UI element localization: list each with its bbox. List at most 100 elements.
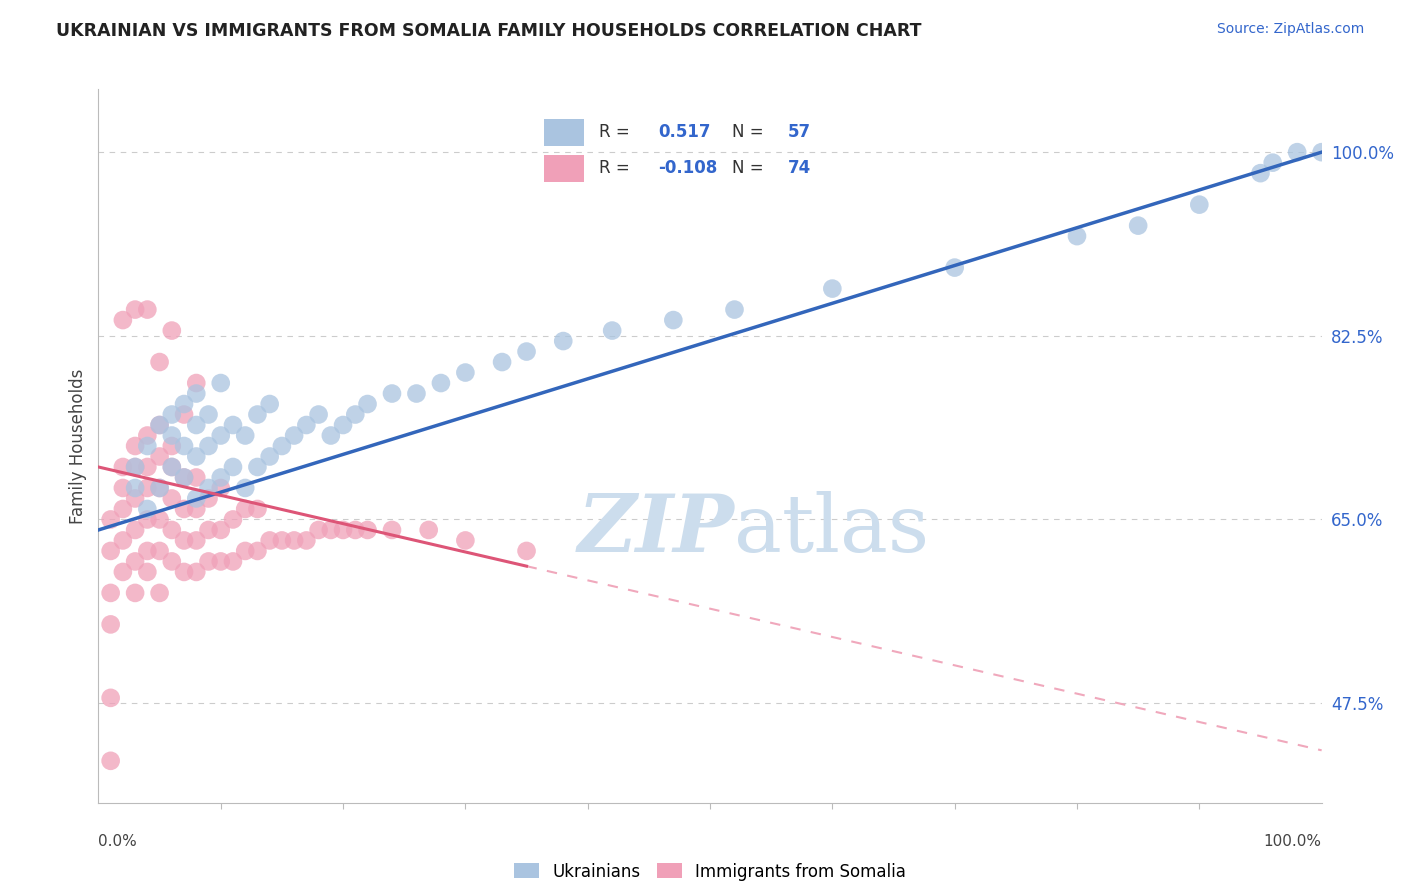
Point (149, 417, 172, 432)
Point (381, 523, 404, 537)
Point (209, 470, 232, 484)
Point (209, 523, 232, 537)
Point (186, 565, 208, 579)
Point (430, 376, 453, 390)
Point (160, 491, 183, 506)
Point (1310, 145, 1333, 160)
Point (662, 313, 685, 327)
Point (209, 376, 232, 390)
Point (173, 533, 195, 548)
Point (233, 502, 256, 516)
Point (124, 554, 146, 568)
Point (246, 544, 269, 558)
Point (136, 565, 159, 579)
Point (173, 565, 195, 579)
Legend: Ukrainians, Immigrants from Somalia: Ukrainians, Immigrants from Somalia (508, 856, 912, 888)
Text: -0.108: -0.108 (658, 159, 717, 177)
Y-axis label: Family Households: Family Households (69, 368, 87, 524)
Point (149, 417, 172, 432)
Point (136, 512, 159, 526)
Text: Source: ZipAtlas.com: Source: ZipAtlas.com (1216, 22, 1364, 37)
Point (246, 408, 269, 422)
Point (186, 450, 208, 464)
Text: ZIP: ZIP (578, 491, 734, 569)
Point (160, 428, 183, 442)
Point (111, 565, 134, 579)
Point (124, 586, 146, 600)
Point (111, 502, 134, 516)
Point (124, 481, 146, 495)
Point (197, 439, 219, 453)
Point (173, 408, 195, 422)
Point (136, 481, 159, 495)
Point (100, 617, 122, 632)
Point (246, 502, 269, 516)
Point (246, 460, 269, 475)
Point (943, 260, 966, 275)
Point (295, 417, 318, 432)
Point (600, 324, 623, 338)
Point (1286, 145, 1309, 160)
Point (100, 586, 122, 600)
Point (209, 428, 232, 442)
Point (149, 450, 172, 464)
Point (136, 544, 159, 558)
Point (136, 439, 159, 453)
Point (209, 554, 232, 568)
Point (233, 481, 256, 495)
Point (186, 386, 208, 401)
Text: 0.0%: 0.0% (98, 834, 138, 849)
Point (344, 408, 367, 422)
Point (381, 386, 404, 401)
Point (332, 523, 354, 537)
Point (186, 491, 208, 506)
Point (209, 481, 232, 495)
Point (1066, 229, 1088, 244)
Point (100, 690, 122, 705)
Point (197, 523, 219, 537)
Point (1128, 219, 1150, 233)
Point (491, 355, 513, 369)
Point (197, 408, 219, 422)
Point (283, 428, 305, 442)
Point (270, 439, 294, 453)
Point (332, 417, 354, 432)
Point (173, 397, 195, 411)
Point (454, 366, 477, 380)
Text: UKRAINIAN VS IMMIGRANTS FROM SOMALIA FAMILY HOUSEHOLDS CORRELATION CHART: UKRAINIAN VS IMMIGRANTS FROM SOMALIA FAM… (56, 22, 922, 40)
Point (516, 344, 538, 359)
Point (405, 386, 427, 401)
Point (124, 460, 146, 475)
Point (197, 481, 219, 495)
Point (356, 397, 378, 411)
Text: N =: N = (733, 123, 763, 141)
Point (222, 417, 245, 432)
Point (124, 491, 146, 506)
Point (173, 502, 195, 516)
Point (222, 512, 245, 526)
Point (124, 439, 146, 453)
Point (821, 282, 844, 296)
Point (100, 754, 122, 768)
Point (186, 533, 208, 548)
Point (124, 460, 146, 475)
Point (233, 544, 256, 558)
Point (124, 523, 146, 537)
Point (454, 533, 477, 548)
Point (197, 554, 219, 568)
Point (1188, 197, 1211, 211)
Point (111, 313, 134, 327)
Point (186, 470, 208, 484)
Point (136, 502, 159, 516)
Point (149, 512, 172, 526)
Point (259, 533, 281, 548)
Point (723, 302, 745, 317)
Point (418, 523, 440, 537)
Point (100, 512, 122, 526)
FancyBboxPatch shape (544, 119, 583, 146)
Point (186, 417, 208, 432)
Point (149, 355, 172, 369)
Point (516, 544, 538, 558)
Point (160, 554, 183, 568)
Point (100, 544, 122, 558)
